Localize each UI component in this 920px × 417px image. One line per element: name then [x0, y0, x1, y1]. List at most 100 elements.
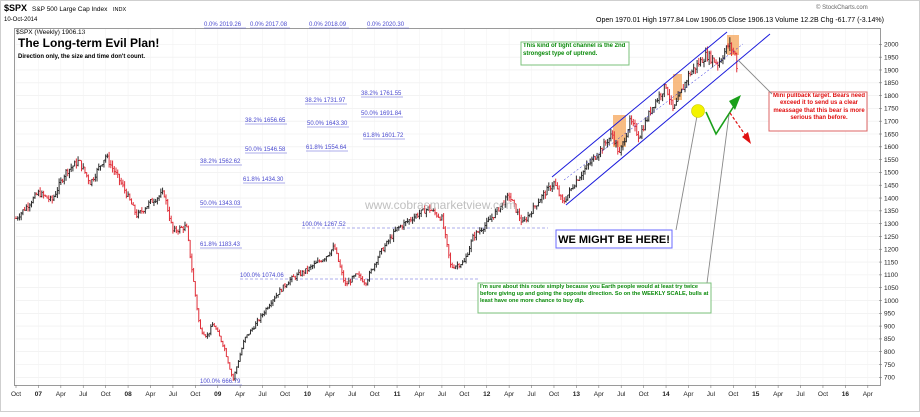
- y-tick-label: 1800: [884, 93, 899, 100]
- x-tick-label: Apr: [414, 391, 425, 398]
- fib-label: 38.2% 1731.97: [305, 98, 346, 104]
- pullback-note: Mini pullback target. Bears need exceed …: [772, 93, 866, 122]
- x-tick-label: Oct: [190, 391, 200, 398]
- x-tick-label: Jul: [527, 391, 536, 398]
- fib-label: 38.2% 1656.65: [245, 118, 286, 124]
- y-tick-label: 1550: [884, 157, 899, 164]
- fib-label: 50.0% 1691.84: [361, 111, 402, 117]
- fib-label: 61.8% 1183.43: [200, 242, 241, 248]
- ticker: $SPX: [4, 3, 27, 13]
- y-tick-label: 1250: [884, 234, 899, 241]
- fib-label: 0.0% 2020.30: [367, 22, 405, 28]
- x-tick-label: Apr: [683, 391, 694, 398]
- current-position-marker: [691, 104, 705, 118]
- x-tick-label: Jul: [79, 391, 88, 398]
- x-tick-label: 07: [35, 391, 43, 398]
- might-be-here-label: WE MIGHT BE HERE!: [558, 234, 670, 246]
- copyright: © StockCharts.com: [816, 4, 868, 11]
- channel-note-fo: This kind of tight channel is the 2nd st…: [523, 43, 626, 57]
- alt-route-down-head: [742, 132, 751, 144]
- index-name: S&P 500 Large Cap Index: [32, 6, 108, 13]
- plan-subtitle: Direction only, the size and time don't …: [18, 54, 145, 60]
- exchange: INDX: [113, 7, 126, 13]
- x-tick-label: Oct: [818, 391, 828, 398]
- fib-label: 0.0% 2019.26: [204, 22, 242, 28]
- x-tick-label: 14: [662, 391, 670, 398]
- x-tick-label: Apr: [594, 391, 605, 398]
- x-tick-label: Oct: [549, 391, 559, 398]
- route-arrow-up-head: [729, 95, 741, 110]
- y-tick-label: 1600: [884, 144, 899, 151]
- channel-lower-line: [565, 33, 771, 206]
- x-tick-label: 11: [394, 391, 401, 398]
- watermark: www.cobrasmarketview.com: [364, 198, 516, 212]
- pullback-note-box: [768, 91, 868, 132]
- x-tick-label: Jul: [796, 391, 805, 398]
- x-tick-label: Apr: [773, 391, 784, 398]
- fib-label: 50.0% 1643.30: [307, 121, 348, 127]
- pointer-line-route: [706, 114, 730, 284]
- y-tick-label: 850: [884, 336, 895, 343]
- fib-levels: 0.0% 2019.26 0.0% 2017.08 0.0% 2018.09 0.0%…: [200, 22, 548, 386]
- x-tick-label: Jul: [438, 391, 447, 398]
- x-tick-label: 13: [573, 391, 581, 398]
- x-tick-label: Jul: [348, 391, 357, 398]
- y-tick-label: 1100: [884, 272, 898, 279]
- route-note-fo: I'm sure about this route simply because…: [480, 284, 709, 304]
- header-date: 10-Oct-2014: [4, 17, 38, 23]
- x-tick-label: Oct: [11, 391, 21, 398]
- fib-label: 0.0% 2018.09: [309, 22, 347, 28]
- pointer-line-pullback: [737, 59, 773, 95]
- route-note: I'm sure about this route simply because…: [480, 284, 709, 304]
- might-be-here-box: [555, 229, 673, 249]
- x-tick-label: Apr: [56, 391, 67, 398]
- fib-label: 100.0% 666.79: [200, 379, 241, 385]
- x-tick-label: 16: [842, 391, 850, 398]
- price-bars: [14, 37, 738, 381]
- x-tick-label: Jul: [707, 391, 716, 398]
- fib-label: 50.0% 1546.58: [245, 147, 286, 153]
- x-tick-label: 09: [214, 391, 222, 398]
- route-path: [705, 105, 735, 136]
- y-tick-label: 750: [884, 362, 895, 369]
- y-tick-label: 900: [884, 323, 895, 330]
- x-tick-label: 08: [124, 391, 132, 398]
- y-tick-label: 1500: [884, 170, 899, 177]
- y-tick-label: 1000: [884, 298, 899, 305]
- pullback-highlight: [613, 115, 626, 147]
- fib-label: 50.0% 1343.03: [200, 201, 241, 207]
- x-tick-label: 12: [483, 391, 491, 398]
- legend: $SPX (Weekly) 1906.13: [16, 29, 86, 36]
- x-tick-label: Oct: [728, 391, 738, 398]
- x-tick-label: Oct: [459, 391, 469, 398]
- fib-label: 0.0% 2017.08: [250, 22, 288, 28]
- fib-label: 38.2% 1562.62: [200, 159, 241, 165]
- y-tick-label: 1950: [884, 54, 899, 61]
- y-tick-label: 1700: [884, 119, 899, 126]
- y-tick-label: 800: [884, 349, 895, 356]
- fib-label: 38.2% 1761.55: [361, 91, 402, 97]
- x-tick-label: Jul: [258, 391, 267, 398]
- y-tick-label: 1350: [884, 208, 899, 215]
- y-tick-label: 950: [884, 311, 895, 318]
- pointer-line-here: [675, 115, 698, 231]
- pullback-note-fo: Mini pullback target. Bears need exceed …: [772, 93, 866, 122]
- y-axis: 700 750 800 850 900 950 1000 1050 1100 1150 1200 12…: [879, 42, 899, 382]
- channel-note-box: [520, 41, 630, 66]
- x-tick-label: 15: [752, 391, 760, 398]
- y-tick-label: 1900: [884, 67, 899, 74]
- fib-label: 61.8% 1601.72: [363, 133, 404, 139]
- x-axis: Oct 07 Apr Jul Oct 08 Apr Jul Oct 09 Apr Jul Oct 10 Ap…: [11, 385, 874, 398]
- channel-mid-line: [563, 43, 744, 181]
- x-tick-label: Oct: [101, 391, 111, 398]
- legend-label: $SPX (Weekly) 1906.13: [16, 29, 86, 36]
- y-tick-label: 1300: [884, 221, 899, 228]
- x-tick-label: Apr: [235, 391, 246, 398]
- ohlc-readout: Open 1970.01 High 1977.84 Low 1906.05 Cl…: [596, 17, 884, 24]
- y-tick-label: 1200: [884, 247, 899, 254]
- x-tick-label: 10: [304, 391, 312, 398]
- channel-note: This kind of tight channel is the 2nd st…: [523, 43, 626, 57]
- y-tick-label: 700: [884, 375, 895, 382]
